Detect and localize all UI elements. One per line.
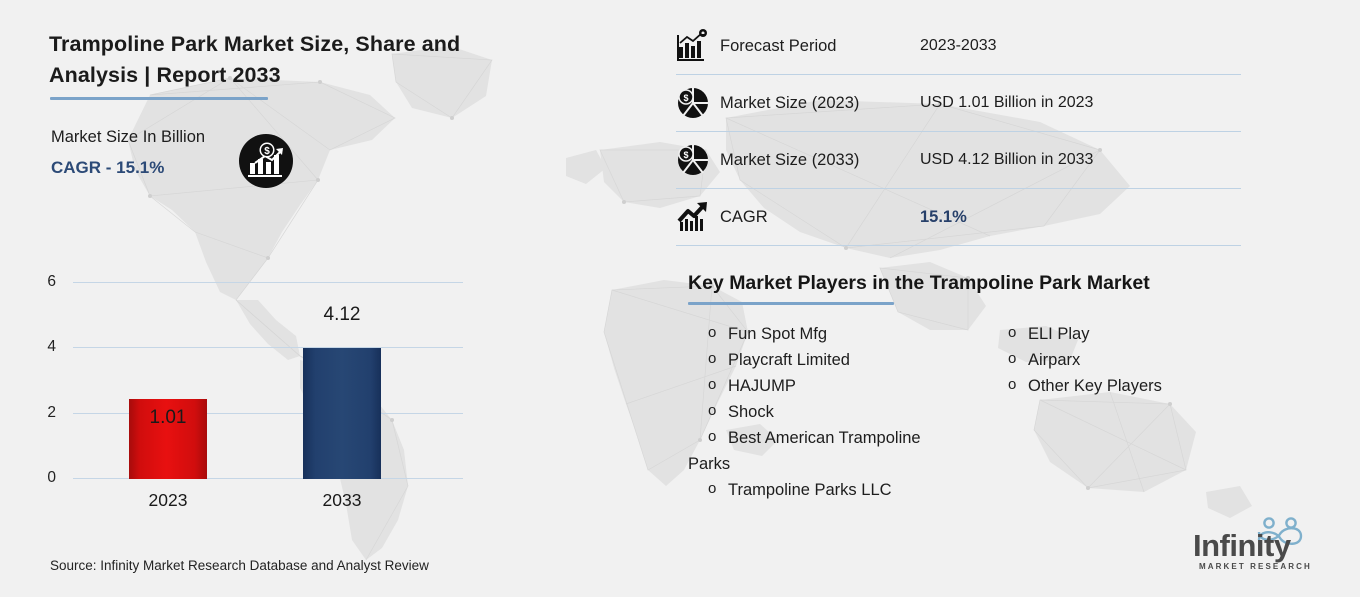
bar-2023 — [129, 399, 207, 479]
list-item: o Fun Spot Mfg — [688, 321, 988, 347]
bullet-marker: o — [1008, 350, 1017, 368]
x-tick-2023: 2023 — [148, 490, 188, 510]
player-name: HAJUMP — [728, 377, 796, 396]
bullet-marker: o — [708, 402, 717, 420]
fact-value: USD 4.12 Billion in 2033 — [920, 151, 1094, 168]
key-market-players-section: Key Market Players in the Trampoline Par… — [688, 272, 1268, 503]
cagr-summary-label: CAGR - 15.1% — [51, 158, 165, 177]
gridline-2 — [73, 413, 463, 414]
bullet-marker: o — [1008, 324, 1017, 341]
player-name: Fun Spot Mfg — [728, 325, 828, 343]
list-item: o Airparx — [988, 347, 1248, 373]
list-item: o Other Key Players — [988, 373, 1248, 399]
fact-value: 15.1% — [920, 207, 967, 226]
list-item: o ELI Play — [988, 321, 1248, 347]
fact-label: Market Size (2033) — [720, 150, 860, 169]
key-facts-panel: Forecast Period 2023-2033 $ — [676, 18, 1241, 246]
player-name: Shock — [728, 403, 774, 422]
fact-label: CAGR — [720, 207, 768, 226]
players-column-left: o Fun Spot Mfg o Playcraft Limited o HAJ… — [688, 321, 988, 503]
pie-chart-dollar-icon: $ — [676, 143, 720, 177]
player-name: Best American Trampoline — [728, 429, 921, 448]
bar-2033 — [303, 348, 381, 479]
x-tick-2033: 2033 — [322, 490, 362, 510]
player-name: Trampoline Parks LLC — [728, 481, 892, 500]
infinity-people-icon — [1249, 514, 1311, 559]
logo-tagline: MARKET RESEARCH — [1199, 562, 1312, 571]
bar-value-2033: 4.12 — [323, 304, 361, 325]
y-tick-2: 2 — [47, 404, 56, 421]
market-size-unit-label: Market Size In Billion — [51, 128, 206, 146]
gridline-6 — [73, 282, 463, 283]
logo-wordmark: Infinity — [1193, 528, 1291, 563]
fact-label: Market Size (2023) — [720, 93, 860, 112]
list-item: o Best American Trampoline Parks — [688, 425, 988, 477]
list-item: o Playcraft Limited — [688, 347, 988, 373]
bar-value-2023: 1.01 — [149, 407, 187, 428]
bar-chart-pin-icon — [676, 29, 720, 63]
key-players-heading: Key Market Players in the Trampoline Par… — [688, 272, 1150, 294]
y-tick-4: 4 — [47, 338, 56, 355]
fact-row-cagr: CAGR 15.1% — [676, 189, 1241, 246]
svg-text:$: $ — [683, 150, 688, 160]
fact-row-market-size-2033: $ Market Size (2033) USD 4.12 Billion in… — [676, 132, 1241, 189]
players-column-right: o ELI Play o Airparx o Other Key Players — [988, 321, 1248, 503]
list-item: o HAJUMP — [688, 373, 988, 399]
bullet-marker: o — [1008, 376, 1017, 394]
title-underline — [50, 97, 268, 100]
bullet-marker: o — [708, 376, 717, 394]
chart-source-note: Source: Infinity Market Research Databas… — [50, 558, 429, 573]
bullet-marker: o — [708, 480, 717, 498]
svg-text:$: $ — [264, 146, 270, 157]
player-name: ELI Play — [1028, 325, 1090, 343]
bullet-marker: o — [708, 350, 717, 368]
bullet-marker: o — [708, 324, 717, 341]
infinity-market-research-logo: Infinity MARKET RESEARCH — [1193, 516, 1333, 578]
fact-value: 2023-2033 — [920, 37, 997, 54]
player-name: Playcraft Limited — [728, 351, 850, 370]
pie-chart-dollar-icon: $ — [676, 86, 720, 120]
fact-label: Forecast Period — [720, 36, 837, 55]
fact-row-forecast-period: Forecast Period 2023-2033 — [676, 18, 1241, 75]
page-title: Trampoline Park Market Size, Share and A… — [49, 32, 461, 87]
gridline-0 — [73, 478, 463, 479]
y-tick-0: 0 — [47, 469, 56, 486]
gridline-4 — [73, 347, 463, 348]
fact-value: USD 1.01 Billion in 2023 — [920, 94, 1094, 111]
svg-text:$: $ — [683, 93, 688, 103]
list-item: o Trampoline Parks LLC — [688, 477, 988, 503]
bullet-marker: o — [708, 428, 717, 446]
market-size-bar-chart: 6 4 2 0 1.01 4.12 2023 2033 — [0, 250, 520, 520]
player-name: Other Key Players — [1028, 377, 1162, 396]
y-tick-6: 6 — [47, 273, 56, 290]
growth-chart-dollar-icon: $ — [238, 133, 294, 189]
player-name: Airparx — [1028, 351, 1081, 370]
growth-arrow-icon — [676, 200, 720, 234]
fact-row-market-size-2023: $ Market Size (2023) USD 1.01 Billion in… — [676, 75, 1241, 132]
list-item: o Shock — [688, 399, 988, 425]
player-name-wrap: Parks — [688, 455, 731, 474]
key-players-underline — [688, 302, 894, 305]
